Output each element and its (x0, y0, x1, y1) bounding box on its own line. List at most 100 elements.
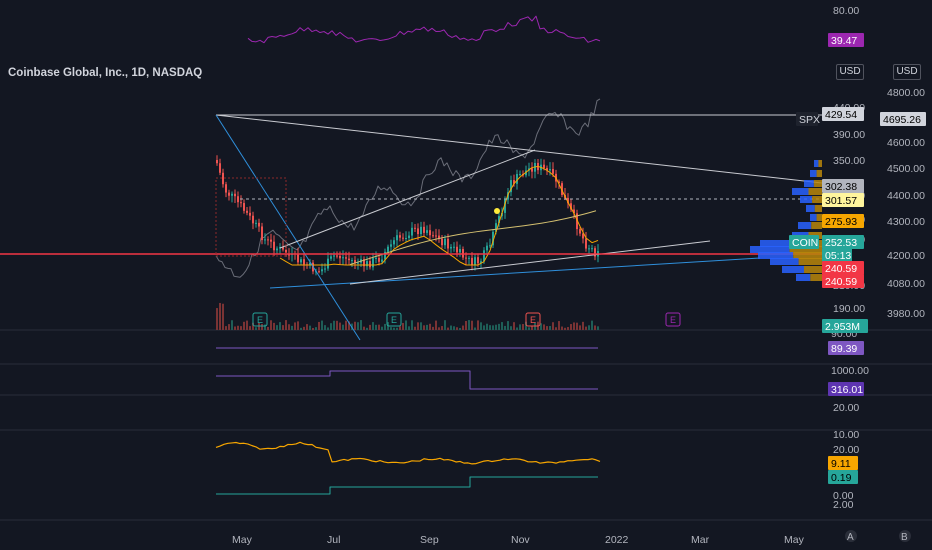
volume-bar (525, 321, 527, 330)
volume-bar (264, 324, 266, 330)
coin-tag: COIN (792, 237, 818, 249)
spx-tick-label: 3980.00 (887, 308, 925, 320)
candle-body (342, 257, 344, 259)
candle-body (276, 248, 278, 251)
candle-body (378, 257, 380, 262)
pane3-axis-label: 2.00 (833, 499, 854, 511)
pane4-line (216, 476, 598, 495)
rsi-value-label-bg (828, 33, 864, 47)
candle-body (558, 181, 560, 184)
pane2-value-label: 316.01 (831, 384, 863, 396)
volume-profile-bar (792, 188, 809, 195)
candle-body (579, 229, 581, 234)
volume-bar (372, 322, 374, 330)
earnings-marker: E (257, 315, 263, 325)
coin-last-price: 252.53 (825, 237, 857, 249)
volume-bar (384, 323, 386, 330)
candle-body (222, 172, 224, 185)
volume-bar (228, 324, 230, 330)
candle-body (492, 231, 494, 246)
volume-bar (381, 326, 383, 330)
candle-body (423, 226, 425, 233)
volume-bar (588, 325, 590, 330)
level-b-price-bg (822, 193, 864, 207)
candle-body (438, 235, 440, 239)
volume-bar (216, 308, 218, 330)
volume-bar (345, 320, 347, 330)
candle-body (258, 222, 260, 227)
rsi-axis-label: 80.00 (833, 5, 859, 17)
candle-body (516, 174, 518, 184)
candle-body (318, 271, 320, 273)
volume-bar (432, 326, 434, 330)
candle-body (399, 235, 401, 238)
level-a-price: 302.38 (825, 181, 857, 193)
candle-body (243, 203, 245, 211)
volume-bar (594, 325, 596, 330)
volume-bar (318, 321, 320, 330)
volume-bar (477, 320, 479, 330)
pane1-value-label: 89.39 (831, 343, 857, 355)
x-tick-label: 2022 (605, 534, 629, 546)
pane2-value-label-bg (828, 382, 864, 396)
volume-bar (552, 322, 554, 330)
volume-bar (276, 325, 278, 330)
spx-right-price-bg (880, 112, 926, 126)
candle-body (339, 255, 341, 259)
volume-bar (288, 324, 290, 330)
volume-bar (297, 321, 299, 330)
currency-badge-left[interactable]: USD (836, 64, 864, 80)
volume-bar (465, 321, 467, 330)
volume-bar (309, 325, 311, 330)
volume-bar (330, 323, 332, 330)
earnings-marker-box (525, 312, 541, 327)
candle-body (261, 226, 263, 241)
level-b-price: 301.57 (825, 195, 857, 207)
candle-body (282, 247, 284, 250)
volume-bar (285, 320, 287, 330)
candle-body (249, 212, 251, 216)
volume-bar (267, 326, 269, 330)
volume-bar (360, 320, 362, 330)
candle-body (393, 240, 395, 245)
volume-bar (225, 326, 227, 330)
currency-badge-right[interactable]: USD (893, 64, 921, 80)
volume-bar (390, 327, 392, 330)
volume-bar (237, 325, 239, 330)
candle-body (573, 209, 575, 214)
volume-value: 2.953M (825, 321, 860, 333)
volume-bar (255, 327, 257, 330)
volume-bar (348, 321, 350, 330)
volume-bar (294, 322, 296, 330)
candle-body (372, 258, 374, 268)
volume-bar (447, 327, 449, 330)
spx-right-price: 4695.26 (883, 114, 921, 126)
volume-profile-bar (814, 205, 822, 212)
candle-body (570, 203, 572, 210)
candle-body (459, 249, 461, 253)
candle-body (324, 268, 326, 270)
volume-bar (333, 320, 335, 330)
volume-bar (591, 320, 593, 330)
volume-profile-bar (796, 274, 811, 281)
volume-bar (399, 326, 401, 330)
volume-bar (231, 320, 233, 330)
volume-profile-bar (800, 196, 813, 203)
red-price-b: 240.59 (825, 276, 857, 288)
volume-profile-bar (814, 160, 819, 167)
candle-body (498, 216, 500, 224)
footer-button-a: A (847, 532, 854, 543)
coin-last-price-bg (822, 235, 864, 249)
volume-bar (222, 303, 224, 330)
pane3-axis-label: 0.00 (833, 490, 854, 502)
trend-blue-down (215, 114, 361, 341)
volume-bar (327, 327, 329, 330)
candle-body (546, 167, 548, 171)
candle-body (375, 257, 377, 259)
candle-body (357, 262, 359, 264)
volume-profile-bar (798, 222, 812, 229)
volume-bar (279, 322, 281, 330)
spx-tick-label: 4400.00 (887, 190, 925, 202)
